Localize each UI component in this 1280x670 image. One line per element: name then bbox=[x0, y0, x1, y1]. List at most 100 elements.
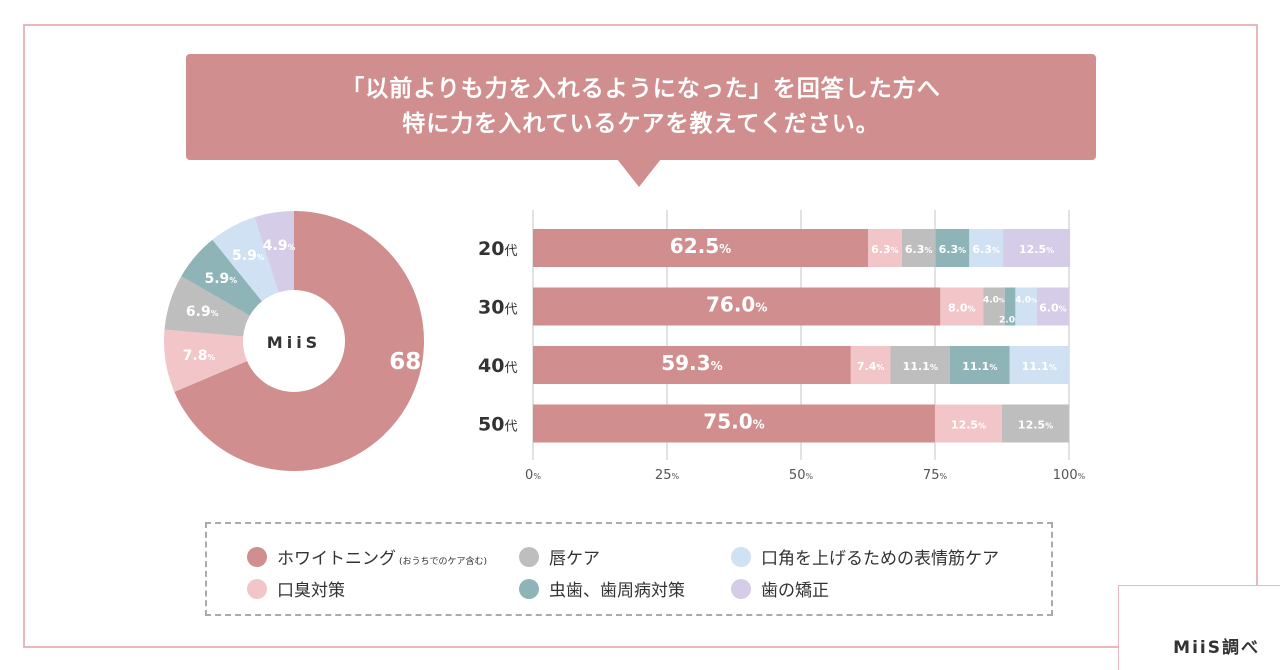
donut-label-unit: % bbox=[210, 309, 219, 319]
title-line-2: 特に力を入れているケアを教えてください。 bbox=[402, 111, 880, 137]
donut-label-value: 68.6 bbox=[389, 349, 446, 376]
legend-swatch bbox=[731, 546, 751, 567]
bar-label: 6.3% bbox=[939, 243, 967, 256]
bar-segment-breath bbox=[940, 287, 984, 326]
bar-segment-whitening bbox=[533, 404, 935, 443]
bar-label: 4.0% bbox=[1015, 296, 1037, 306]
donut-label-value: 6.9 bbox=[185, 304, 211, 321]
donut-label-value: 5.9 bbox=[232, 248, 257, 265]
bar-segment-orthodontics bbox=[1036, 287, 1069, 326]
category-label: 50代 bbox=[478, 414, 517, 436]
bar-segment-whitening bbox=[533, 346, 851, 384]
bar-label: 8.0% bbox=[948, 302, 976, 315]
donut-label-unit: % bbox=[256, 253, 265, 263]
frame-top bbox=[23, 24, 1257, 26]
donut-label-unit: % bbox=[229, 275, 238, 285]
donut-label-lip: 6.9% bbox=[186, 304, 219, 320]
title-banner: 「以前よりも力を入れるようになった」を回答した方へ 特に力を入れているケアを教え… bbox=[186, 54, 1096, 160]
donut-label-mouth_corner: 5.9% bbox=[232, 248, 265, 264]
bar-segment-breath bbox=[868, 229, 902, 267]
legend-label: 口臭対策 bbox=[277, 581, 345, 601]
bar-label: 76.0% bbox=[706, 293, 767, 317]
donut-label-breath: 7.8% bbox=[183, 348, 216, 364]
category-label: 30代 bbox=[478, 297, 517, 319]
legend-item-whitening: ホワイトニング (おうちでのケア含む) bbox=[247, 544, 487, 569]
bar-label: 11.1% bbox=[1022, 360, 1057, 373]
legend-item-mouth-corner: 口角を上げるための表情筋ケア bbox=[731, 544, 999, 569]
bar-segment-gum bbox=[1004, 287, 1016, 326]
bar-label: 75.0% bbox=[703, 410, 764, 434]
bar-segment-gum bbox=[935, 229, 970, 267]
bar-segment-breath bbox=[935, 404, 1002, 443]
bar-segment-mouth_corner bbox=[1009, 346, 1069, 384]
donut-label-unit: % bbox=[207, 353, 216, 363]
donut-label-value: 4.9 bbox=[262, 238, 288, 255]
bar-segment-lip bbox=[1002, 404, 1069, 443]
bar-label: 7.4% bbox=[857, 360, 885, 373]
legend-item-orthodontics: 歯の矯正 bbox=[731, 576, 829, 601]
legend-item-gum: 虫歯、歯周病対策 bbox=[519, 576, 685, 601]
category-label: 20代 bbox=[478, 238, 517, 260]
x-tick-label: 25% bbox=[655, 468, 680, 483]
title-line-1: 「以前よりも力を入れるようになった」を回答した方へ bbox=[341, 76, 941, 102]
bar-segment-mouth_corner bbox=[1015, 287, 1037, 326]
x-tick-label: 100% bbox=[1053, 468, 1086, 483]
credit-box: MiiS調べ bbox=[1118, 585, 1280, 670]
legend-swatch bbox=[519, 578, 539, 599]
x-tick-label: 0% bbox=[525, 468, 541, 483]
bar-label: 6.3% bbox=[871, 243, 899, 256]
bar-segment-lip bbox=[890, 346, 951, 384]
bar-segment-lip bbox=[901, 229, 936, 267]
donut-label-whitening: 68.6% bbox=[389, 349, 458, 375]
donut-slice-whitening bbox=[174, 211, 424, 471]
frame-right bbox=[1256, 24, 1258, 647]
stacked-bar-chart: 0% 25% 50% 75% 100% 20代 62.5% 6.3% 6.3% 6.3% 6.3% 1… bbox=[478, 210, 1086, 483]
donut-label-gum: 5.9% bbox=[205, 271, 238, 287]
legend-item-lip: 唇ケア bbox=[519, 544, 600, 569]
donut-label-unit: % bbox=[445, 357, 459, 373]
legend-swatch bbox=[247, 578, 267, 599]
bar-label: 12.5% bbox=[1019, 243, 1054, 256]
x-tick-label: 75% bbox=[923, 468, 948, 483]
banner-pointer bbox=[617, 159, 661, 187]
donut-label-unit: % bbox=[287, 243, 296, 253]
legend: ホワイトニング (おうちでのケア含む) 唇ケア 口角を上げるための表情筋ケア 口… bbox=[205, 522, 1053, 616]
legend-swatch bbox=[731, 578, 751, 599]
bar-label: 6.0% bbox=[1039, 302, 1067, 315]
bar-label: 12.5% bbox=[951, 419, 986, 432]
bar-label: 11.1% bbox=[962, 360, 997, 373]
bar-segment-breath bbox=[850, 346, 891, 384]
frame-left bbox=[23, 24, 25, 647]
bar-label: 6.3% bbox=[972, 243, 1000, 256]
bar-segment-whitening bbox=[533, 287, 941, 326]
donut-slice-orthodontics bbox=[254, 211, 294, 293]
donut-slice-mouth_corner bbox=[212, 217, 279, 302]
legend-item-breath: 口臭対策 bbox=[247, 576, 345, 601]
bar-segment-lip bbox=[983, 287, 1005, 326]
donut-center-label: MiiS bbox=[266, 332, 322, 352]
legend-label: 歯の矯正 bbox=[761, 581, 829, 601]
bar-segment-whitening bbox=[533, 229, 868, 267]
legend-label: 唇ケア bbox=[549, 549, 600, 569]
credit-label: MiiS調べ bbox=[1173, 638, 1260, 658]
bar-label: 4.0% bbox=[983, 296, 1005, 306]
bar-label: 12.5% bbox=[1018, 419, 1053, 432]
legend-label: ホワイトニング bbox=[277, 549, 396, 569]
donut-label-value: 7.8 bbox=[182, 348, 208, 365]
donut-label-value: 5.9 bbox=[204, 270, 230, 287]
donut-slice-breath bbox=[164, 329, 248, 392]
legend-swatch bbox=[247, 546, 267, 567]
bar-label: 6.3% bbox=[905, 243, 933, 256]
bar-label: 11.1% bbox=[903, 360, 938, 373]
legend-note: (おうちでのケア含む) bbox=[399, 557, 488, 567]
legend-label: 口角を上げるための表情筋ケア bbox=[761, 549, 999, 569]
legend-swatch bbox=[519, 546, 539, 567]
bar-segment-mouth_corner bbox=[969, 229, 1004, 267]
bar-label: 59.3% bbox=[661, 351, 722, 375]
legend-label: 虫歯、歯周病対策 bbox=[549, 581, 685, 601]
donut-slice-lip bbox=[164, 276, 250, 337]
bar-segment-gum bbox=[950, 346, 1010, 384]
x-tick-label: 50% bbox=[789, 468, 814, 483]
donut-label-orthodontics: 4.9% bbox=[263, 238, 296, 254]
